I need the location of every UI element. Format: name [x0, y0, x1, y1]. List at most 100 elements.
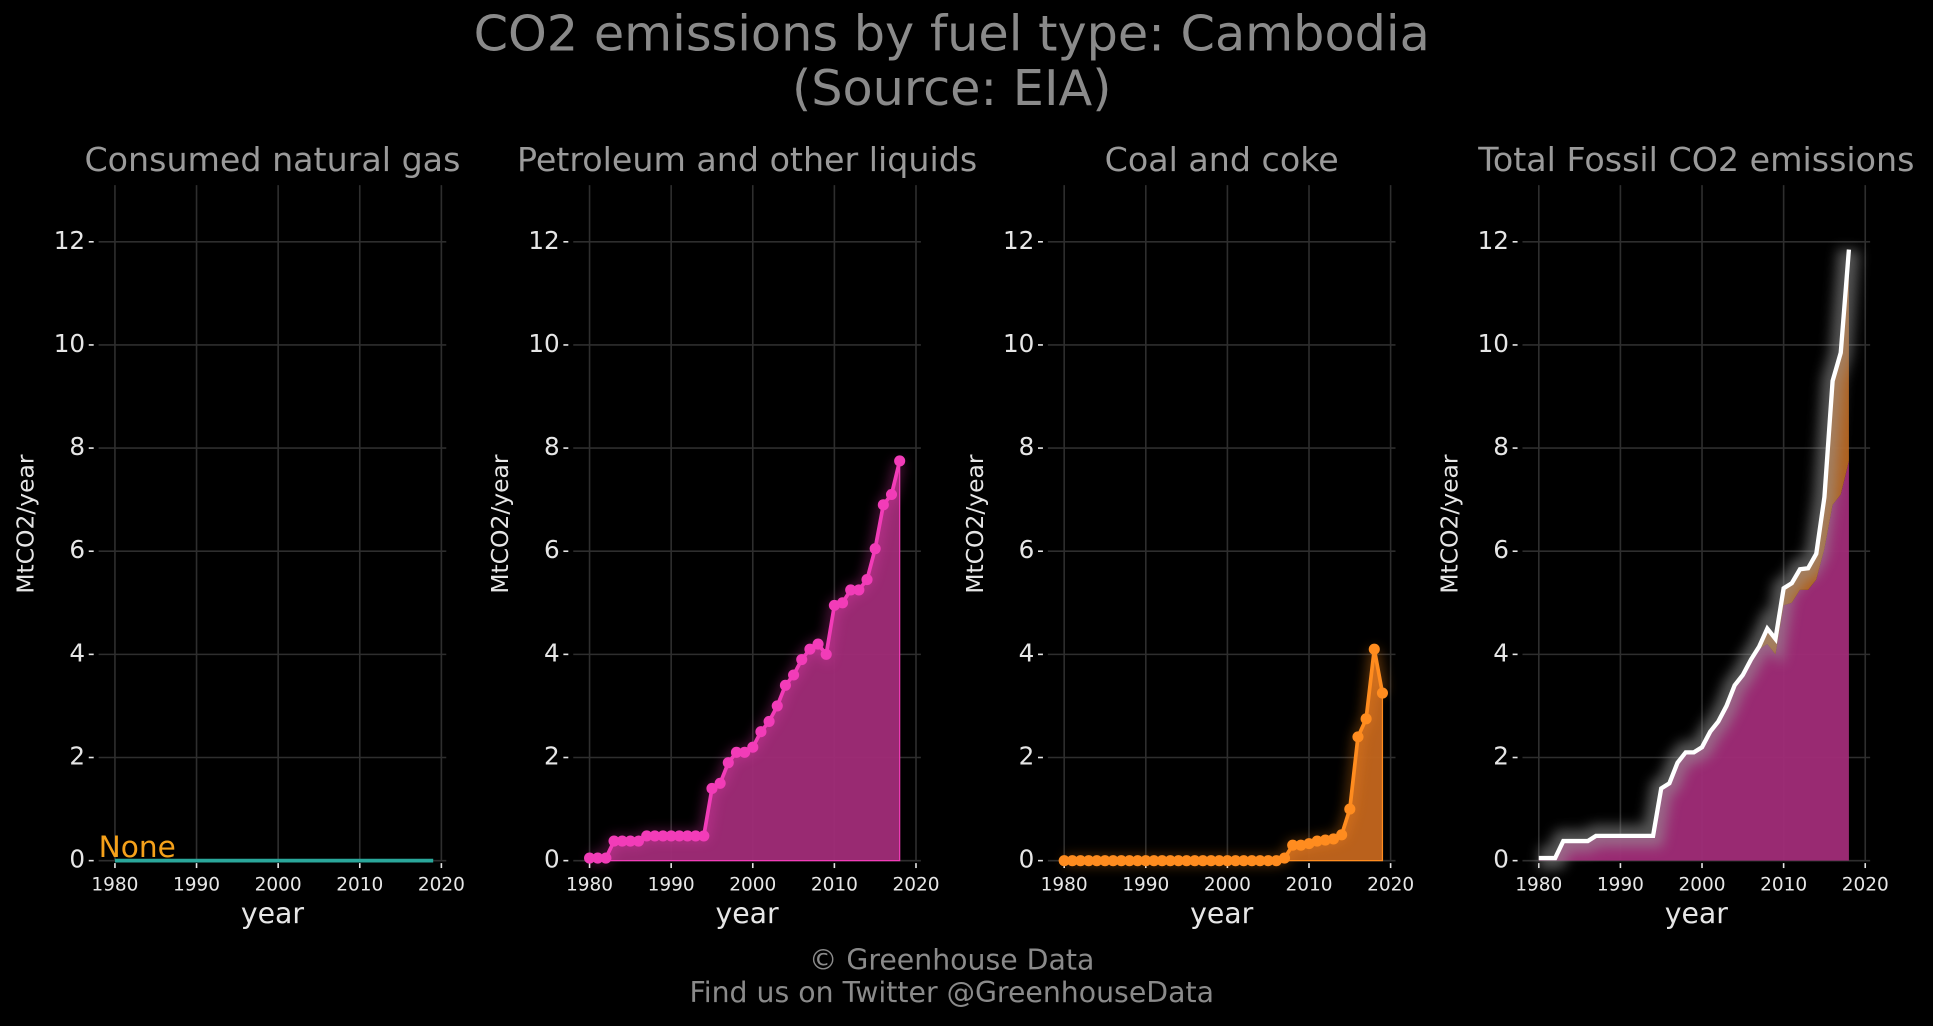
marker: [1254, 855, 1266, 867]
y-axis-label: MtCO2/year: [12, 454, 40, 594]
y-tick-label: 12: [1003, 226, 1034, 255]
y-tick-label: 0: [1493, 845, 1509, 874]
marker: [1246, 855, 1258, 867]
marker: [1213, 855, 1225, 867]
marker: [812, 638, 824, 650]
y-tick-label: 0: [544, 845, 560, 874]
x-tick-label: 1990: [648, 874, 695, 895]
marker: [1172, 855, 1184, 867]
marker: [1344, 803, 1356, 815]
y-tick-label: 4: [1019, 638, 1035, 667]
y-tick-label: 8: [1019, 432, 1035, 461]
marker: [755, 726, 767, 738]
y-tick-label: 4: [69, 638, 85, 667]
marker: [1336, 829, 1348, 841]
x-tick-label: 1980: [1515, 874, 1562, 895]
chart-subtitle: (Source: EIA): [792, 59, 1111, 117]
marker: [1319, 834, 1331, 846]
marker: [796, 653, 808, 666]
marker: [820, 648, 832, 660]
marker: [1091, 855, 1103, 867]
marker: [853, 584, 865, 596]
y-tick-label: 12: [1478, 226, 1509, 255]
y-axis-label: MtCO2/year: [961, 454, 989, 594]
y-tick-label: 12: [54, 226, 85, 255]
x-axis-label: year: [715, 897, 779, 930]
marker: [771, 700, 783, 712]
marker: [869, 543, 881, 555]
marker: [885, 488, 898, 501]
marker: [804, 643, 816, 655]
marker: [608, 835, 620, 847]
x-tick-label: 2020: [1367, 874, 1414, 895]
marker: [845, 584, 857, 596]
x-tick-label: 2010: [1760, 874, 1807, 895]
x-tick-label: 1980: [566, 874, 613, 895]
y-tick-label: 6: [1493, 535, 1509, 564]
marker: [836, 597, 849, 609]
marker: [1287, 839, 1299, 851]
y-tick-label: 6: [1019, 535, 1035, 564]
marker: [739, 746, 751, 758]
x-tick-label: 1990: [1597, 874, 1644, 895]
marker: [624, 835, 636, 847]
y-tick-label: 4: [544, 638, 560, 667]
marker: [1074, 855, 1087, 867]
panel-title: Petroleum and other liquids: [517, 140, 977, 179]
y-tick-label: 10: [528, 329, 559, 358]
marker: [722, 757, 734, 769]
footer: Find us on Twitter @GreenhouseData: [689, 976, 1213, 1009]
marker: [584, 852, 596, 864]
marker: [706, 782, 718, 794]
marker: [1058, 855, 1070, 867]
x-tick-label: 2020: [418, 874, 465, 895]
x-tick-label: 1990: [1122, 874, 1169, 895]
marker: [1115, 855, 1127, 867]
marker: [616, 835, 628, 847]
marker: [673, 830, 685, 842]
marker: [779, 679, 791, 691]
x-tick-label: 2010: [1285, 874, 1332, 895]
y-tick-label: 0: [1019, 845, 1035, 874]
x-tick-label: 2000: [255, 874, 302, 895]
y-tick-label: 4: [1493, 638, 1509, 667]
marker: [1221, 855, 1233, 867]
marker: [1140, 855, 1152, 867]
marker: [1376, 687, 1388, 699]
y-tick-label: 10: [1003, 329, 1034, 358]
y-tick-label: 2: [1493, 742, 1509, 771]
marker: [657, 830, 669, 842]
marker: [665, 830, 677, 842]
panel-title: Consumed natural gas: [84, 140, 460, 179]
marker: [698, 830, 710, 842]
y-axis-label: MtCO2/year: [1435, 454, 1463, 594]
marker: [632, 835, 645, 847]
marker: [690, 830, 702, 842]
marker: [1066, 855, 1078, 867]
marker: [1262, 855, 1274, 867]
x-tick-label: 1990: [173, 874, 220, 895]
y-tick-label: 8: [1493, 432, 1509, 461]
marker: [681, 830, 694, 842]
marker: [1164, 855, 1176, 867]
annotation: None: [99, 830, 176, 864]
marker: [1238, 855, 1250, 867]
marker: [1352, 731, 1364, 743]
x-tick-label: 2000: [729, 874, 776, 895]
y-tick-label: 2: [1019, 742, 1035, 771]
y-tick-label: 8: [69, 432, 85, 461]
marker: [747, 741, 759, 753]
marker: [714, 777, 726, 789]
y-tick-label: 6: [69, 535, 85, 564]
x-tick-label: 2000: [1204, 874, 1251, 895]
x-tick-label: 2020: [1842, 874, 1889, 895]
marker: [1311, 835, 1323, 847]
marker: [763, 715, 775, 727]
marker: [1197, 855, 1209, 867]
marker: [1156, 855, 1168, 867]
marker: [1327, 833, 1340, 845]
x-axis-label: year: [1665, 897, 1729, 930]
x-tick-label: 1980: [91, 874, 138, 895]
